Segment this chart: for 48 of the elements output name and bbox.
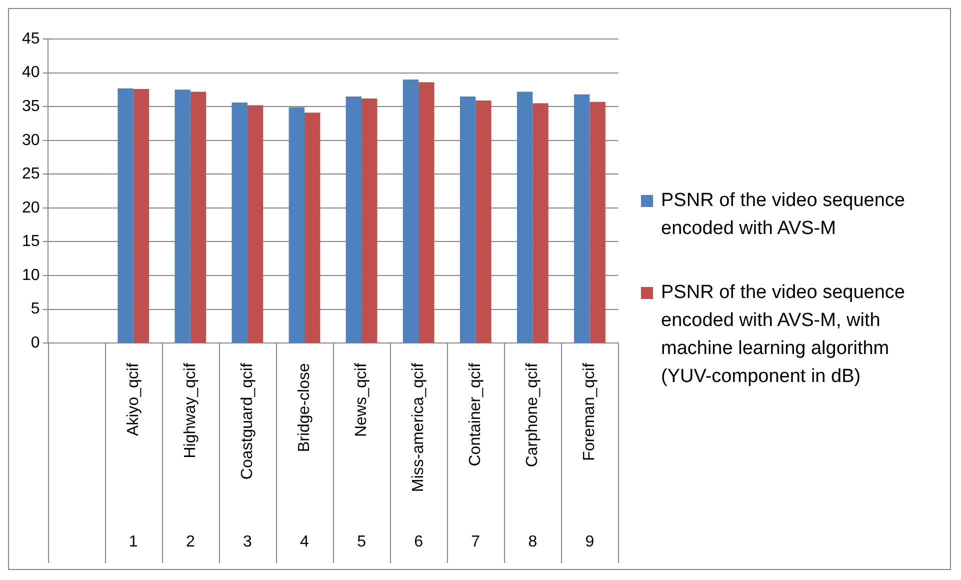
bar xyxy=(418,82,434,343)
y-tick-label: 35 xyxy=(22,98,40,115)
bar xyxy=(133,89,150,343)
y-tick-label: 25 xyxy=(22,166,40,183)
bar xyxy=(402,80,419,343)
bar xyxy=(590,102,606,343)
text: 8 xyxy=(528,533,538,550)
y-tick-label: 15 xyxy=(22,233,40,250)
bar xyxy=(232,102,248,343)
text: 5 xyxy=(357,533,366,550)
text: 9 xyxy=(585,533,594,550)
bar xyxy=(460,96,476,343)
x-tick-label: Bridge-close xyxy=(296,362,313,452)
text: 4 xyxy=(300,533,310,550)
x-tick-label: News_qcif xyxy=(352,362,370,437)
bar xyxy=(304,112,320,343)
bar xyxy=(190,92,206,343)
text: 3 xyxy=(242,533,252,550)
text: 1 xyxy=(128,533,138,550)
bar xyxy=(118,88,134,343)
bar xyxy=(362,98,378,343)
x-tick-label: Highway_qcif xyxy=(182,362,199,458)
y-tick-label: 5 xyxy=(30,300,40,318)
bar xyxy=(346,96,362,343)
y-tick-label: 30 xyxy=(22,132,40,149)
y-tick-label: 0 xyxy=(30,334,40,352)
bar xyxy=(174,90,190,343)
bar xyxy=(288,107,304,343)
legend-label: PSNR of the video sequence encoded with AVS-M, with machine learning algorithm (YUV-component in dB) xyxy=(661,281,906,389)
y-tick-label: 20 xyxy=(22,199,40,216)
text: 7 xyxy=(471,533,480,550)
x-tick-label: Akiyo_qcif xyxy=(124,362,142,436)
x-tick-label: Miss-america_qcif xyxy=(410,362,427,492)
x-tick-label: Carphone_qcif xyxy=(524,362,542,468)
bar xyxy=(516,92,533,343)
bar xyxy=(574,94,590,343)
x-tick-label: Coastguard_qcif xyxy=(238,362,256,480)
x-tick-label: Foreman_qcif xyxy=(581,362,598,461)
legend-label: PSNR of the video sequence encoded with AVS-M xyxy=(661,189,906,241)
bar xyxy=(476,100,492,343)
text: 2 xyxy=(186,533,195,550)
text: 6 xyxy=(414,533,424,550)
bar xyxy=(247,105,264,343)
x-tick-label: Container_qcif xyxy=(467,362,484,466)
bar xyxy=(532,103,548,343)
y-tick-label: 10 xyxy=(22,266,40,284)
y-tick-label: 40 xyxy=(22,64,40,82)
y-tick-label: 45 xyxy=(22,30,40,48)
